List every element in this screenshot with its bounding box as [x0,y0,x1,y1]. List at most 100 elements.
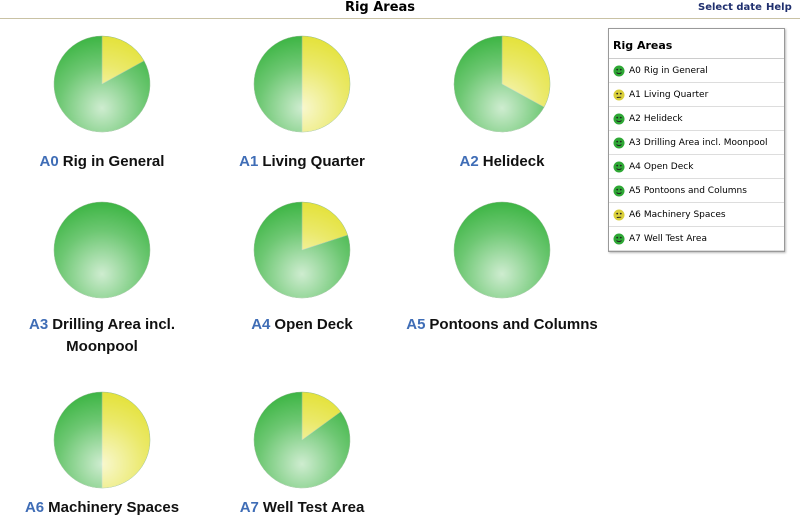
status-eye [616,140,619,142]
legend-item: A4 Open Deck [609,155,784,179]
legend-name: Machinery Spaces [643,209,726,220]
legend-code: A3 [629,137,641,148]
legend-name: Pontoons and Columns [643,185,747,196]
status-eye [616,236,619,238]
pie-shine [54,202,150,298]
legend-code: A1 [629,89,641,100]
status-eye [619,68,622,70]
status-icon [613,209,625,220]
area-name: Rig in General [62,153,165,170]
legend-item: A0 Rig in General [609,59,784,83]
legend-item: A2 Helideck [609,107,784,131]
area-name: Machinery Spaces [48,499,180,516]
pie-shine [454,202,550,298]
legend-name: Open Deck [643,161,694,172]
status-icon [613,113,625,124]
area-code: A3 [29,316,49,333]
status-face [613,209,625,220]
status-eye [619,92,622,94]
legend-item: A3 Drilling Area incl. Moonpool [609,131,784,155]
pie-shine [254,392,350,488]
legend: Rig Areas A0 Rig in General A1 Living Quart… [608,28,785,252]
pie-shine [54,36,150,132]
status-eye [616,164,619,166]
legend-name: Rig in General [643,65,708,76]
area-label: A4 Open Deck [192,314,412,336]
status-eye [619,116,622,118]
status-icon [613,233,625,244]
status-eye [616,188,619,190]
status-face [613,185,625,196]
legend-code: A4 [629,161,641,172]
area-name: Well Test Area [262,499,365,516]
status-eye [619,164,622,166]
area-code: A1 [239,153,259,170]
status-eye [616,212,619,214]
pie-shine [454,36,550,132]
header-rule [0,18,800,19]
status-face [613,89,625,100]
legend-code: A5 [629,185,641,196]
pie-shine [54,392,150,488]
status-mouth [616,143,622,146]
pie-shine [254,202,350,298]
legend-item: A6 Machinery Spaces [609,203,784,227]
status-icon [613,161,625,172]
status-eye [619,236,622,238]
area-label: A2 Helideck [392,151,612,173]
area-label: A5 Pontoons and Columns [392,314,612,336]
area-code: A4 [251,316,271,333]
area-name: Pontoons and Columns [429,316,598,333]
legend-item: A1 Living Quarter [609,83,784,107]
status-mouth [616,239,622,242]
area-code: A5 [406,316,426,333]
legend-code: A7 [629,233,641,244]
status-icon [613,137,625,148]
select-date-link[interactable]: Select date [698,2,762,13]
legend-item: A5 Pontoons and Columns [609,179,784,203]
legend-item: A7 Well Test Area [609,227,784,251]
status-icon [613,65,625,76]
status-icon [613,89,625,100]
area-code: A2 [459,153,479,170]
area-label: A6 Machinery Spaces [0,497,212,519]
legend-title: Rig Areas [609,29,784,59]
status-eye [619,188,622,190]
area-code: A6 [24,499,45,516]
legend-name: Drilling Area incl. Moonpool [643,137,768,148]
area-label: A7 Well Test Area [192,497,412,519]
legend-name: Helideck [643,113,683,124]
status-eye [616,92,619,94]
status-mouth [616,191,622,194]
legend-name: Living Quarter [643,89,709,100]
status-mouth [616,71,622,74]
status-face [613,65,625,76]
area-code: A0 [39,153,59,170]
status-mouth [616,167,622,170]
status-icon [613,185,625,196]
pie-area [53,35,551,489]
status-face [613,161,625,172]
legend-code: A0 [629,65,641,76]
status-face [613,233,625,244]
page-title: Rig Areas [344,0,416,15]
status-eye [619,140,622,142]
area-name: Helideck [482,153,545,170]
legend-name: Well Test Area [643,233,707,244]
legend-code: A6 [629,209,641,220]
status-eye [619,212,622,214]
status-eye [616,116,619,118]
status-eye [616,68,619,70]
status-face [613,113,625,124]
area-name: Living Quarter [262,153,365,170]
area-code: A7 [239,499,259,516]
area-name: Drilling Area incl. Moonpool [52,316,175,355]
help-link[interactable]: Help [766,2,792,13]
area-label: A0 Rig in General [0,151,212,173]
legend-code: A2 [629,113,641,124]
area-label: A3 Drilling Area incl. Moonpool [0,314,212,358]
area-name: Open Deck [274,316,353,333]
area-label: A1 Living Quarter [192,151,412,173]
status-mouth [616,119,622,122]
